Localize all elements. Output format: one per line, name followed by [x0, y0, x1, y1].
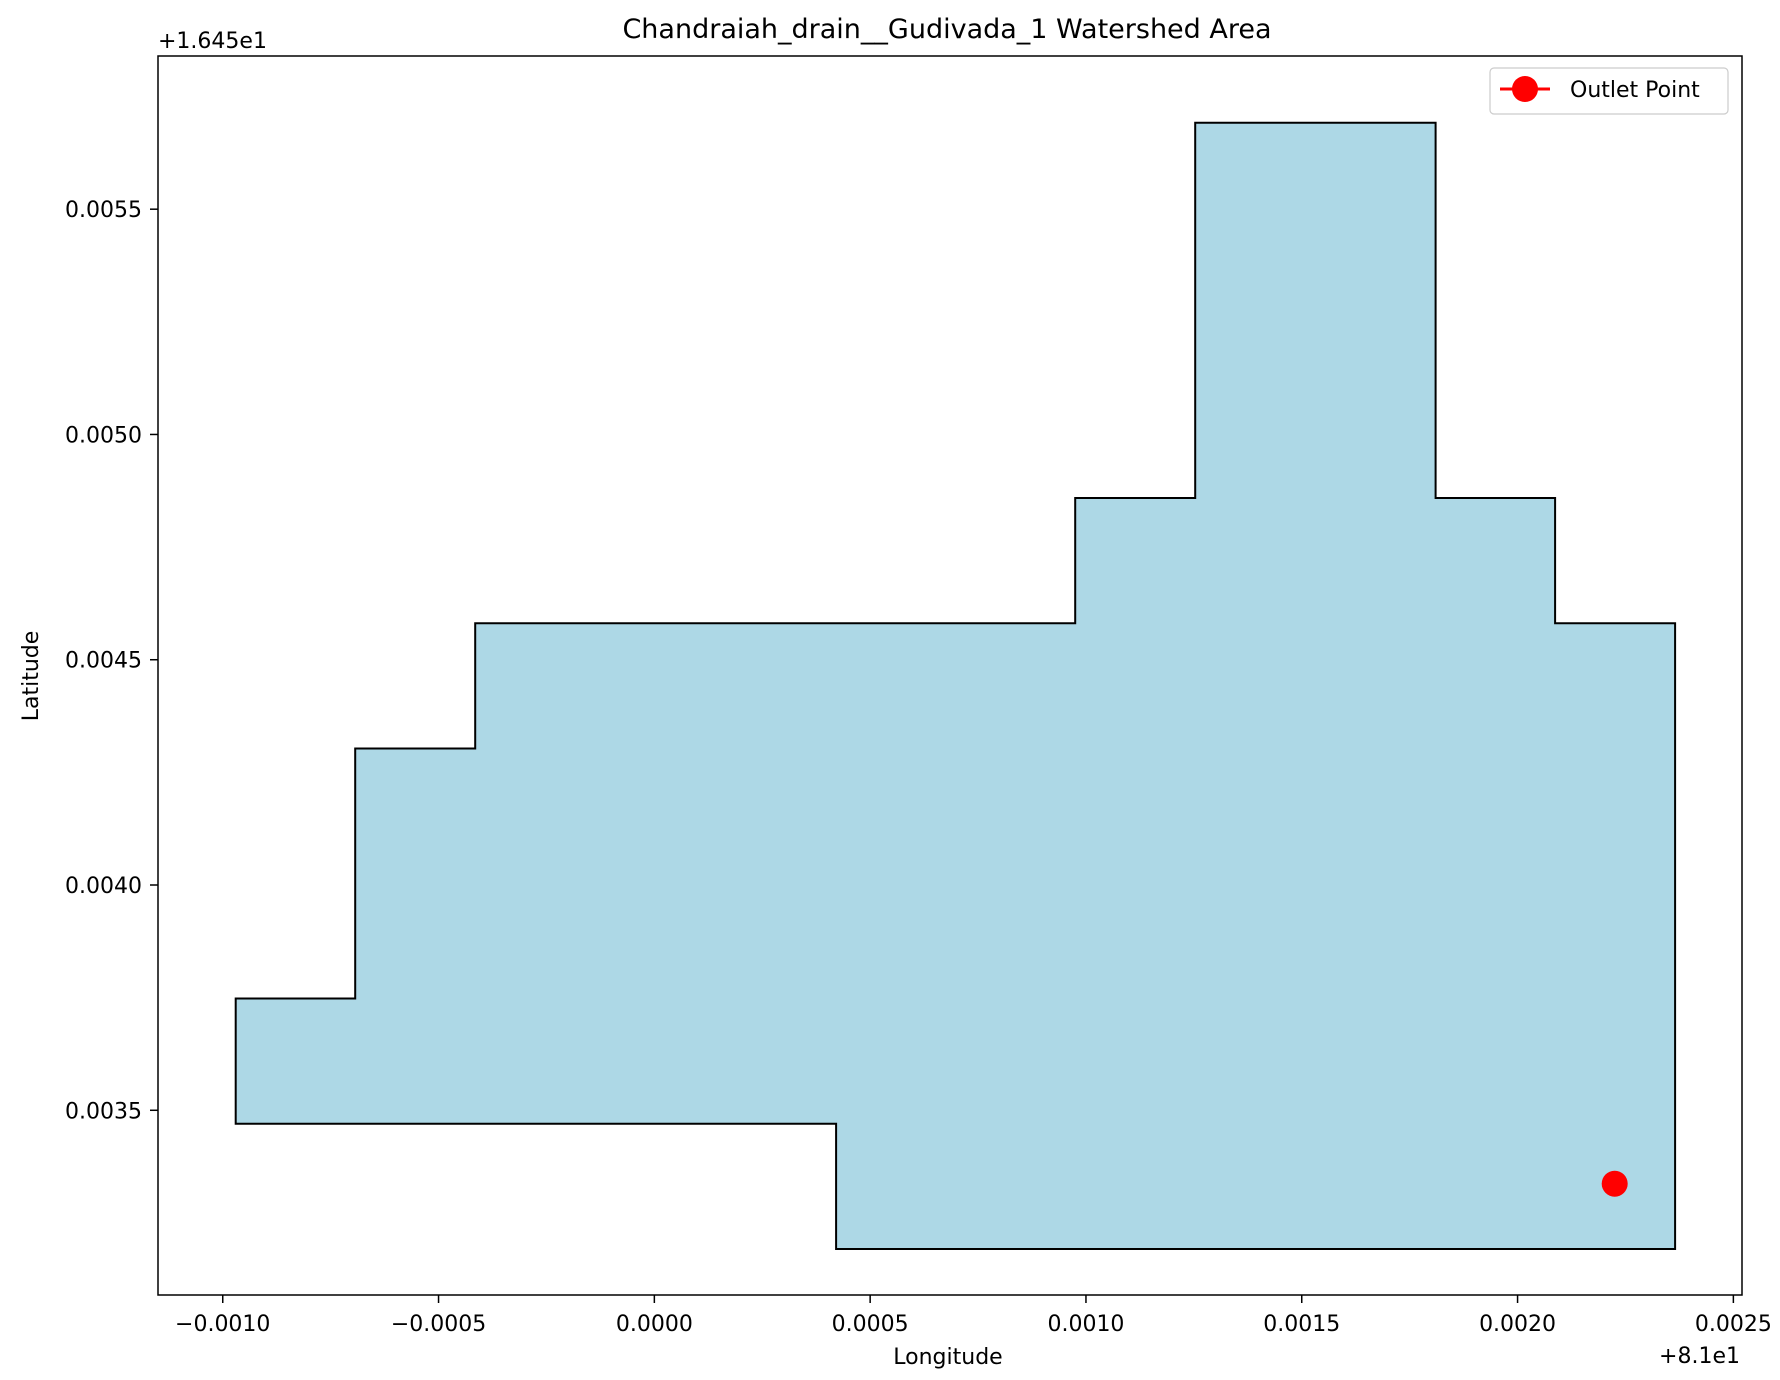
watershed-polygon — [234, 121, 1677, 1250]
plot-area — [234, 121, 1677, 1250]
legend-marker — [1512, 76, 1538, 102]
x-axis-label: Longitude — [893, 1345, 1002, 1370]
x-tick-label: 0.0010 — [1047, 1312, 1124, 1337]
y-tick-label: 0.0050 — [65, 423, 142, 448]
x-tick-label: 0.0005 — [832, 1312, 909, 1337]
x-tick-label: −0.0010 — [175, 1312, 270, 1337]
legend-box — [1489, 67, 1729, 115]
y-tick-label: 0.0045 — [65, 649, 142, 674]
x-tick-label: 0.0000 — [616, 1312, 693, 1337]
x-tick-label: 0.0020 — [1479, 1312, 1556, 1337]
outlet-point — [1601, 1170, 1628, 1197]
y-axis-label: Latitude — [19, 631, 44, 722]
y-tick-label: 0.0035 — [65, 1099, 142, 1124]
x-offset-label: +8.1e1 — [1659, 1344, 1740, 1369]
x-tick-label: 0.0025 — [1695, 1312, 1772, 1337]
x-tick-label: −0.0005 — [391, 1312, 486, 1337]
x-tick-label: 0.0015 — [1263, 1312, 1340, 1337]
legend: Outlet Point — [1489, 67, 1729, 115]
plot-frame — [157, 55, 1743, 1296]
legend-label: Outlet Point — [1570, 78, 1700, 103]
y-tick-label: 0.0040 — [65, 874, 142, 899]
y-offset-label: +1.645e1 — [158, 29, 267, 54]
chart-title: Chandraiah_drain__Gudivada_1 Watershed A… — [622, 14, 1271, 45]
y-axis: 0.0035 0.0040 0.0045 0.0050 0.0055 — [65, 198, 158, 1124]
y-tick-label: 0.0055 — [65, 198, 142, 223]
x-axis: −0.0010 −0.0005 0.0000 0.0005 0.0010 0.0015 0.… — [175, 1295, 1772, 1337]
